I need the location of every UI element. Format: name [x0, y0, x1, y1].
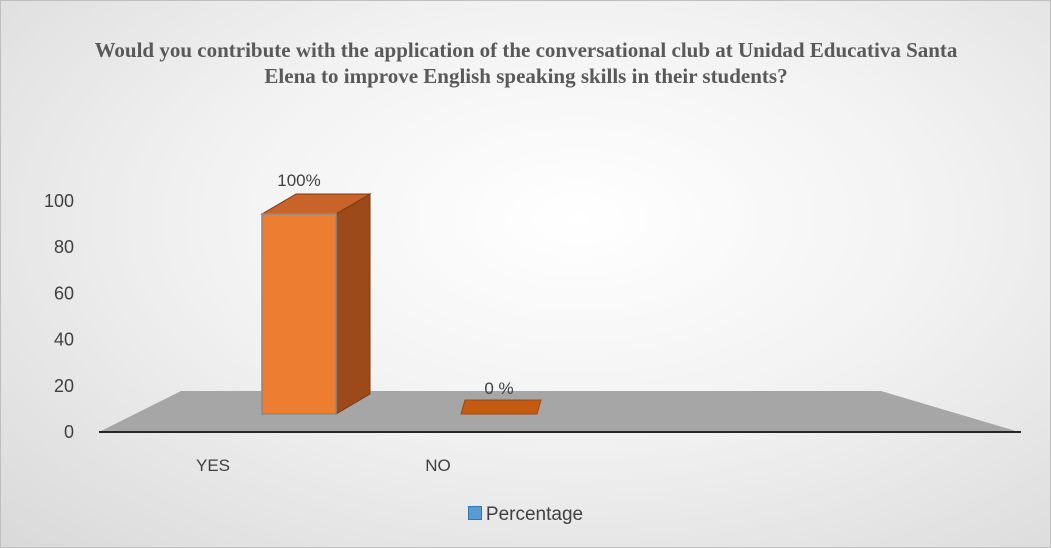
bars: [260, 193, 542, 415]
y-axis-ticks: 0 20 40 60 80 100: [44, 191, 74, 442]
data-labels: 100% 0 %: [277, 171, 513, 398]
bar: [261, 213, 337, 415]
y-tick-label: 40: [54, 330, 74, 350]
data-label: 0 %: [484, 379, 513, 398]
y-tick-label: 0: [64, 422, 74, 442]
y-tick-label: 100: [44, 191, 74, 211]
bar: [460, 399, 542, 415]
bar-side: [335, 193, 371, 415]
category-label: NO: [425, 456, 451, 475]
chart-title: Would you contribute with the applicatio…: [94, 38, 958, 88]
category-label: YES: [196, 456, 230, 475]
y-tick-label: 80: [54, 237, 74, 257]
legend-swatch: [467, 506, 482, 520]
data-label: 100%: [277, 171, 320, 190]
y-tick-label: 20: [54, 376, 74, 396]
chart-floor: [99, 391, 1019, 432]
legend: Percentage: [1, 504, 1050, 526]
y-tick-label: 60: [54, 283, 74, 303]
legend-label: Percentage: [485, 504, 584, 525]
category-labels: YES NO: [196, 456, 451, 475]
